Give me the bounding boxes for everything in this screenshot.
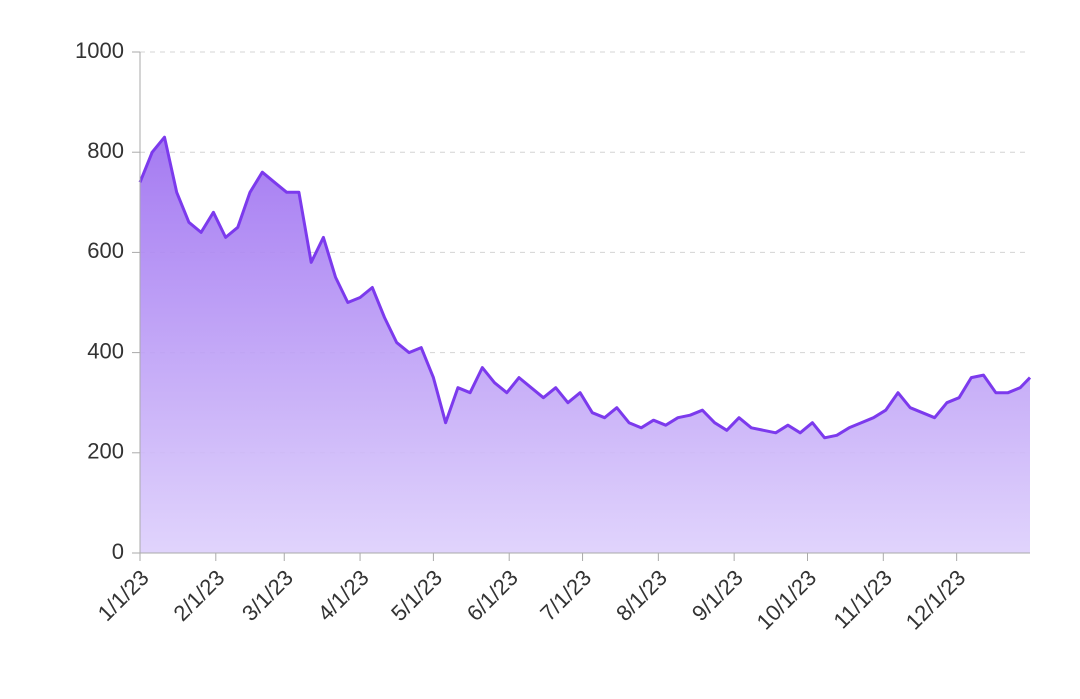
x-tick-label: 10/1/23 [752, 565, 822, 635]
y-tick-label: 400 [87, 338, 124, 363]
x-tick-label: 2/1/23 [169, 565, 230, 626]
y-tick-label: 800 [87, 138, 124, 163]
x-tick-label: 4/1/23 [313, 565, 374, 626]
x-tick-label: 5/1/23 [386, 565, 447, 626]
x-tick-label: 7/1/23 [535, 565, 596, 626]
y-tick-label: 1000 [75, 38, 124, 63]
x-tick-label: 12/1/23 [901, 565, 971, 635]
x-tick-label: 3/1/23 [237, 565, 298, 626]
x-tick-label: 6/1/23 [462, 565, 523, 626]
x-tick-label: 11/1/23 [829, 565, 897, 633]
x-tick-label: 1/1/23 [93, 565, 154, 626]
y-tick-label: 200 [87, 439, 124, 464]
x-tick-label: 8/1/23 [611, 565, 672, 626]
y-tick-label: 0 [112, 539, 124, 564]
y-tick-label: 600 [87, 238, 124, 263]
area-fill [140, 137, 1030, 553]
line [138, 135, 1032, 440]
x-tick-label: 9/1/23 [687, 565, 748, 626]
